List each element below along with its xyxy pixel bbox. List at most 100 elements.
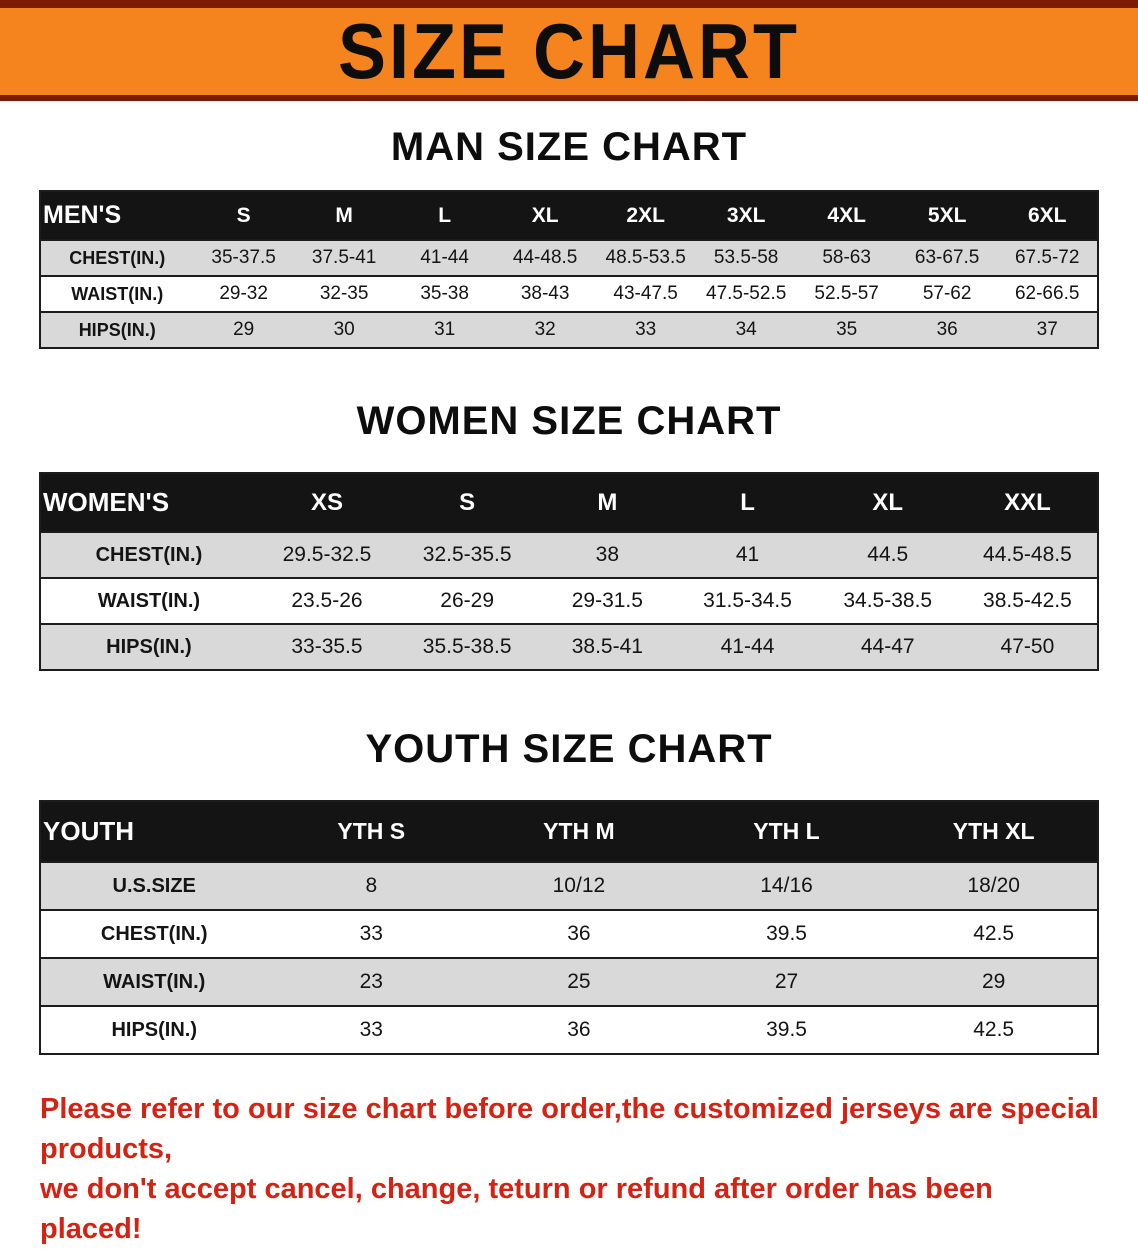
cell-value: 29: [233, 319, 255, 340]
size-chart-banner: SIZE CHART: [0, 0, 1138, 101]
cell-value: 30: [333, 319, 355, 340]
women-size-table: WOMEN'S XS S M L XL XXL CHEST(IN.) 29.5-32.5 32.5…: [39, 472, 1099, 671]
table-title-cell: MEN'S: [43, 201, 122, 229]
row-label: HIPS(IN.): [78, 319, 156, 340]
cell-value: 29-32: [219, 283, 268, 304]
cell-value: 26-29: [440, 589, 495, 612]
table-title-cell: WOMEN'S: [43, 487, 170, 517]
column-header: L: [438, 203, 452, 227]
row-label: HIPS(IN.): [111, 1018, 198, 1041]
disclaimer-line-2: we don't accept cancel, change, teturn o…: [40, 1173, 993, 1246]
cell-value: 33: [359, 922, 383, 945]
column-header: XXL: [1004, 488, 1051, 516]
cell-value: 58-63: [822, 247, 871, 268]
column-header: 3XL: [726, 203, 766, 227]
cell-value: 42.5: [973, 922, 1015, 945]
cell-value: 52.5-57: [814, 283, 879, 304]
column-header: 2XL: [626, 203, 665, 227]
cell-value: 38.5-41: [571, 635, 643, 658]
column-header: XL: [872, 488, 904, 516]
row-label: U.S.SIZE: [112, 874, 196, 897]
cell-value: 44-47: [860, 635, 915, 658]
cell-value: 29-31.5: [571, 589, 643, 612]
cell-value: 53.5-58: [713, 247, 779, 268]
column-header: YTH L: [753, 818, 820, 844]
cell-value: 38-43: [520, 283, 570, 304]
column-header: YTH M: [543, 818, 615, 844]
cell-value: 36: [936, 319, 958, 340]
column-header: XS: [310, 488, 343, 516]
cell-value: 41-44: [420, 247, 469, 268]
disclaimer-line-1: Please refer to our size chart before or…: [40, 1093, 1099, 1166]
cell-value: 29: [981, 970, 1006, 993]
cell-value: 39.5: [766, 922, 807, 945]
cell-value: 57-62: [922, 283, 972, 304]
cell-value: 34.5-38.5: [843, 589, 933, 612]
women-size-chart-section: WOMEN SIZE CHART WOMEN'S XS S M L XL XXL CHEST(…: [0, 399, 1138, 671]
cell-value: 37.5-41: [311, 247, 377, 268]
cell-value: 8: [365, 874, 378, 897]
table-row: HIPS(IN.) 29 30 31 32 33 34 35 36 37: [40, 312, 1098, 348]
table-row: CHEST(IN.) 29.5-32.5 32.5-35.5 38 41 44.5 44.5…: [40, 532, 1098, 578]
column-header: M: [597, 488, 618, 516]
table-row: HIPS(IN.) 33-35.5 35.5-38.5 38.5-41 41-44 44-…: [40, 624, 1098, 670]
row-label: CHEST(IN.): [69, 247, 166, 268]
cell-value: 33: [635, 319, 657, 340]
cell-value: 42.5: [973, 1018, 1015, 1041]
column-header: XL: [531, 203, 559, 227]
cell-value: 31.5-34.5: [703, 589, 792, 612]
table-row: CHEST(IN.) 33 36 39.5 42.5: [40, 910, 1098, 958]
cell-value: 18/20: [967, 874, 1020, 897]
cell-value: 36: [567, 1018, 591, 1041]
youth-section-title: YOUTH SIZE CHART: [365, 727, 773, 771]
table-row: HIPS(IN.) 33 36 39.5 42.5: [40, 1006, 1098, 1054]
cell-value: 41: [735, 543, 760, 566]
row-label: CHEST(IN.): [100, 922, 208, 945]
cell-value: 32.5-35.5: [422, 543, 512, 566]
row-label: HIPS(IN.): [106, 635, 192, 658]
table-row: WAIST(IN.) 23 25 27 29: [40, 958, 1098, 1006]
cell-value: 43-47.5: [613, 283, 678, 304]
row-label: WAIST(IN.): [71, 283, 164, 304]
cell-value: 37: [1036, 319, 1058, 340]
man-size-chart-section: MAN SIZE CHART MEN'S S M L XL 2XL 3XL 4XL 5XL 6XL…: [0, 125, 1138, 349]
youth-size-table: YOUTH YTH S YTH M YTH L YTH XL U.S.SIZE 8 10/12…: [39, 800, 1099, 1055]
size-chart-disclaimer: Please refer to our size chart before or…: [40, 1089, 1100, 1249]
table-row: CHEST(IN.) 35-37.5 37.5-41 41-44 44-48.5 48.5…: [40, 240, 1098, 276]
table-row: U.S.SIZE 8 10/12 14/16 18/20: [40, 862, 1098, 910]
cell-value: 35-37.5: [211, 247, 276, 268]
cell-value: 38: [595, 543, 620, 566]
cell-value: 48.5-53.5: [605, 247, 686, 268]
column-header: S: [236, 203, 251, 227]
column-header: L: [740, 488, 755, 516]
cell-value: 25: [567, 970, 591, 993]
column-header: 4XL: [827, 203, 866, 227]
cell-value: 23.5-26: [291, 589, 363, 612]
cell-value: 67.5-72: [1014, 247, 1080, 268]
cell-value: 41-44: [720, 635, 775, 658]
column-header: YTH S: [337, 818, 406, 844]
cell-value: 34: [735, 319, 757, 340]
youth-size-chart-section: YOUTH SIZE CHART YOUTH YTH S YTH M YTH L YTH…: [0, 727, 1138, 1055]
man-size-table: MEN'S S M L XL 2XL 3XL 4XL 5XL 6XL CHEST(IN.) 35-37…: [39, 190, 1099, 349]
column-header: S: [459, 488, 476, 516]
table-row: WAIST(IN.) 23.5-26 26-29 29-31.5 31.5-34.5 34…: [40, 578, 1098, 624]
cell-value: 36: [567, 922, 591, 945]
cell-value: 62-66.5: [1014, 283, 1080, 304]
table-header-row: YOUTH YTH S YTH M YTH L YTH XL: [40, 801, 1098, 862]
cell-value: 29.5-32.5: [282, 543, 372, 566]
cell-value: 35.5-38.5: [422, 635, 512, 658]
cell-value: 23: [359, 970, 383, 993]
cell-value: 27: [774, 970, 799, 993]
table-header-row: WOMEN'S XS S M L XL XXL: [40, 473, 1098, 532]
man-section-title: MAN SIZE CHART: [390, 125, 748, 169]
cell-value: 44.5-48.5: [983, 543, 1072, 566]
table-row: WAIST(IN.) 29-32 32-35 35-38 38-43 43-47.5 47.…: [40, 276, 1098, 312]
column-header: 6XL: [1027, 203, 1067, 227]
cell-value: 47.5-52.5: [706, 283, 787, 304]
cell-value: 35: [836, 319, 858, 340]
cell-value: 47-50: [1000, 635, 1055, 658]
row-label: WAIST(IN.): [103, 970, 206, 993]
cell-value: 44-48.5: [512, 247, 578, 268]
cell-value: 39.5: [766, 1018, 807, 1041]
